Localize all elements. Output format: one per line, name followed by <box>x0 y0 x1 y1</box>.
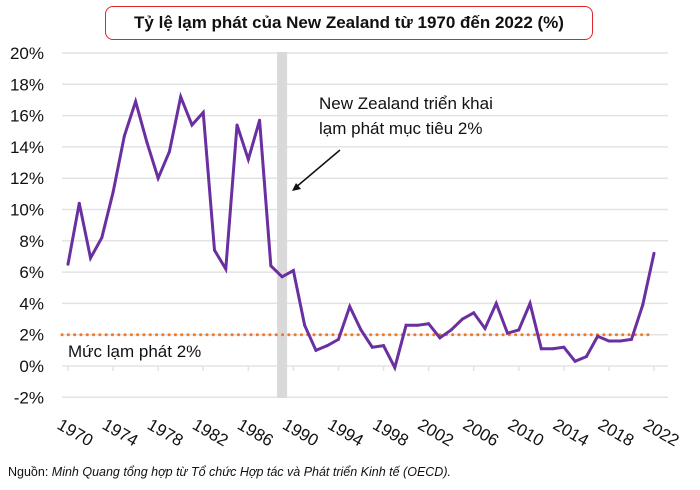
y-tick-label: 10% <box>10 201 44 220</box>
source-text: Minh Quang tổng hợp từ Tổ chức Hợp tác v… <box>51 465 451 479</box>
y-tick-label: 14% <box>10 138 44 157</box>
data-point <box>167 150 171 154</box>
data-point <box>348 305 352 309</box>
data-point <box>280 275 284 279</box>
data-point <box>629 337 633 341</box>
y-tick-label: 4% <box>19 294 44 313</box>
y-tick-label: 8% <box>19 232 44 251</box>
data-point <box>66 262 70 266</box>
data-point <box>472 311 476 315</box>
data-point <box>89 256 93 260</box>
x-tick-label: 2018 <box>595 415 637 450</box>
data-point <box>291 269 295 273</box>
x-tick-label: 1978 <box>144 415 186 450</box>
source-note: Nguồn: Minh Quang tổng hợp từ Tổ chức Hợ… <box>8 465 451 479</box>
data-point <box>246 157 250 161</box>
annotation-line2: lạm phát mục tiêu 2% <box>319 119 482 138</box>
y-tick-label: 0% <box>19 357 44 376</box>
arrowhead-icon <box>292 183 301 191</box>
data-point <box>596 334 600 338</box>
data-point <box>449 328 453 332</box>
y-tick-label: 2% <box>19 326 44 345</box>
data-point <box>382 344 386 348</box>
y-tick-label: -2% <box>14 388 44 407</box>
y-tick-label: 18% <box>10 75 44 94</box>
data-point <box>528 301 532 305</box>
target-adoption-band <box>277 52 288 398</box>
data-point <box>269 264 273 268</box>
data-point <box>562 345 566 349</box>
y-tick-label: 16% <box>10 107 44 126</box>
x-tick-label: 2002 <box>415 415 457 450</box>
annotation-arrow <box>294 149 341 189</box>
data-point <box>460 317 464 321</box>
data-point <box>134 100 138 104</box>
y-tick-label: 12% <box>10 169 44 188</box>
data-point <box>370 345 374 349</box>
data-point <box>100 236 104 240</box>
data-point <box>156 176 160 180</box>
x-tick-label: 1982 <box>189 415 231 450</box>
data-point <box>539 347 543 351</box>
x-tick-label: 1994 <box>324 415 366 450</box>
data-point <box>393 366 397 370</box>
data-point <box>607 339 611 343</box>
data-point <box>213 248 216 252</box>
data-point <box>224 267 228 271</box>
x-tick-label: 2010 <box>505 415 547 450</box>
x-tick-label: 2014 <box>550 415 592 450</box>
data-point <box>641 303 645 307</box>
data-point <box>303 323 307 327</box>
data-point <box>494 301 498 305</box>
data-point <box>359 328 363 332</box>
data-point <box>235 123 239 127</box>
data-point <box>258 118 262 122</box>
reference-line-label: Mức lạm phát 2% <box>68 342 201 361</box>
x-tick-label: 2022 <box>640 415 682 450</box>
y-tick-label: 20% <box>10 44 44 63</box>
data-point <box>415 323 419 327</box>
data-point <box>325 344 329 348</box>
data-point <box>573 359 577 363</box>
data-point <box>145 140 149 144</box>
data-point <box>336 337 340 341</box>
data-point <box>517 328 521 332</box>
source-prefix: Nguồn: <box>8 465 52 479</box>
y-tick-label: 6% <box>19 263 44 282</box>
data-point <box>483 326 487 330</box>
x-tick-label: 1970 <box>54 415 96 450</box>
data-point <box>652 251 656 255</box>
data-point <box>111 190 115 194</box>
data-point <box>314 348 318 352</box>
data-point <box>404 323 408 327</box>
data-point <box>506 331 509 335</box>
annotation-line1: New Zealand triển khai <box>319 94 493 113</box>
data-point <box>201 110 205 114</box>
data-point <box>551 347 555 351</box>
data-point <box>438 336 442 340</box>
x-tick-label: 1990 <box>279 415 321 450</box>
data-point <box>77 201 81 205</box>
x-tick-label: 2006 <box>460 415 502 450</box>
data-point <box>179 95 183 99</box>
x-tick-label: 1974 <box>99 415 141 450</box>
x-tick-label: 1998 <box>370 415 412 450</box>
data-point <box>427 322 431 326</box>
data-point <box>584 355 588 359</box>
data-point <box>122 134 126 138</box>
data-point <box>618 339 622 343</box>
data-point <box>190 123 194 127</box>
x-tick-label: 1986 <box>234 415 276 450</box>
chart-title: Tỷ lệ lạm phát của New Zealand từ 1970 đ… <box>105 6 593 40</box>
